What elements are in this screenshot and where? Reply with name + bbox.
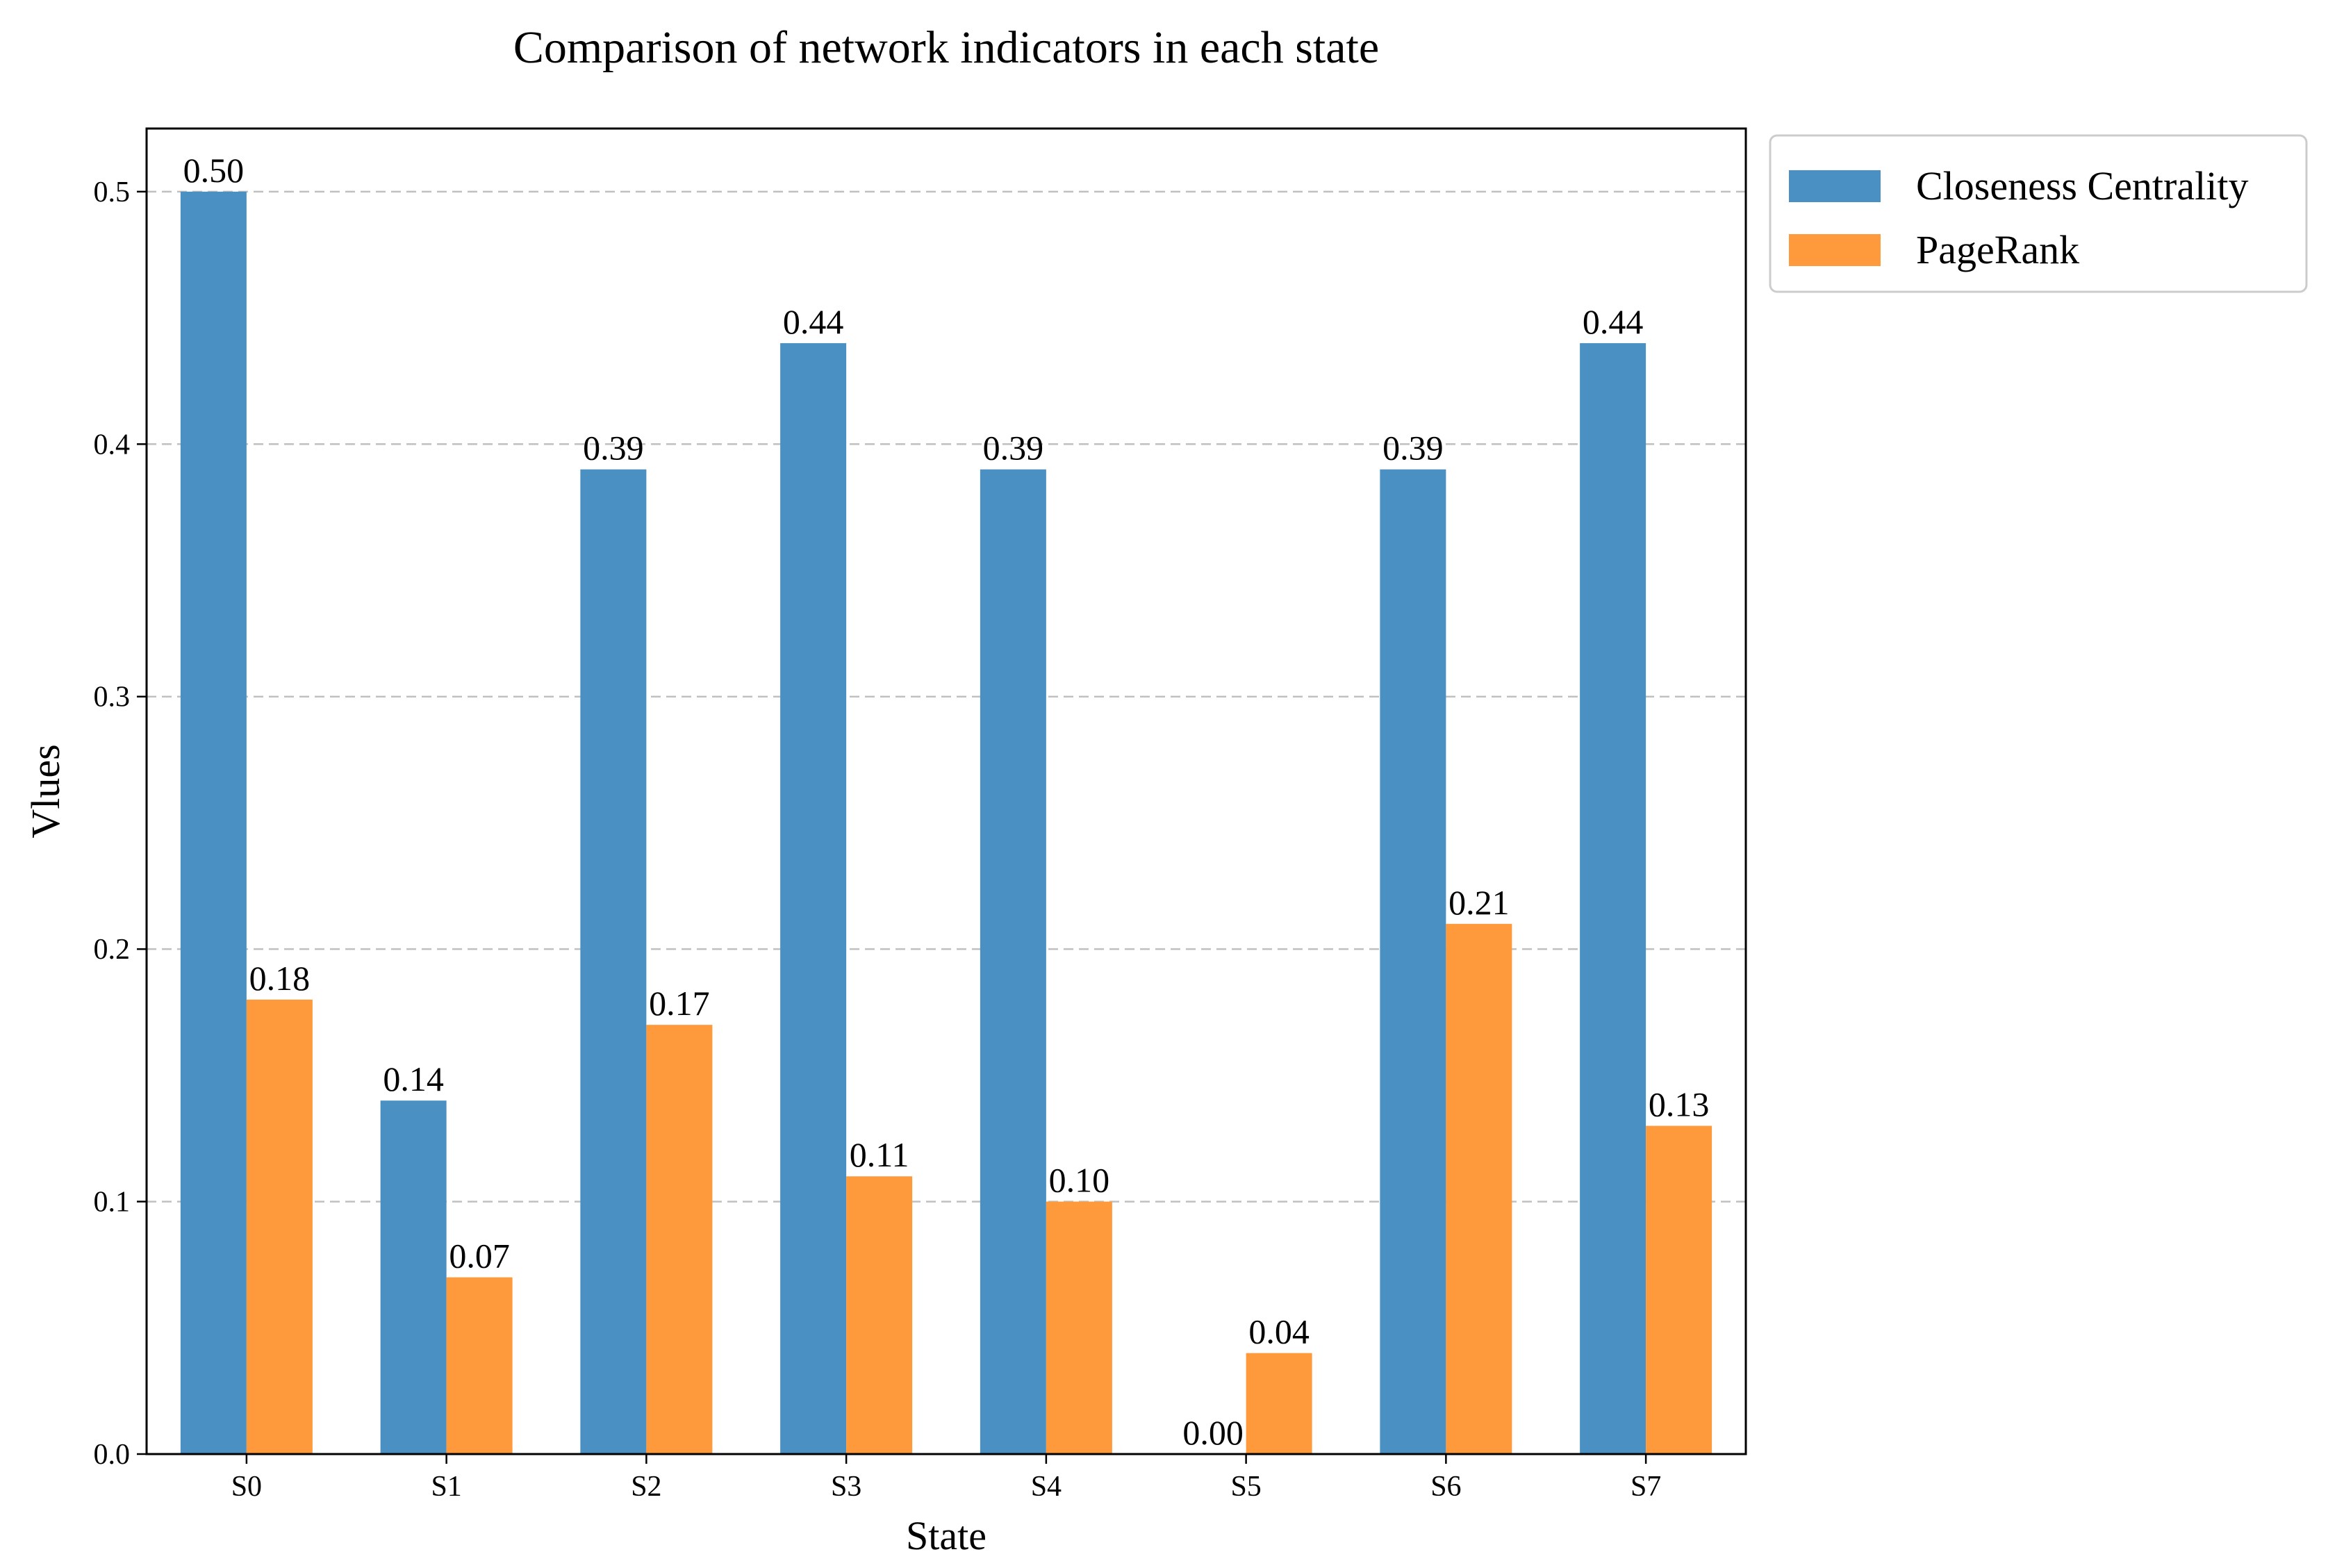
y-tick-0-3-label: 0.3 [94, 682, 131, 713]
y-tick-0-0-label: 0.0 [94, 1439, 131, 1471]
bar-pagerank-s3 [846, 1176, 913, 1454]
data-label-closeness-centrality-s1: 0.14 [383, 1059, 444, 1098]
legend-frame [1769, 134, 2308, 293]
x-tick-s5-label: S5 [1230, 1471, 1261, 1503]
bar-closeness-centrality-s3 [780, 343, 847, 1454]
x-tick-s0-label: S0 [231, 1471, 262, 1503]
data-label-pagerank-s1: 0.07 [449, 1237, 510, 1276]
bar-pagerank-s0 [246, 999, 313, 1454]
bar-pagerank-s7 [1646, 1125, 1712, 1454]
bar-pagerank-s4 [1046, 1201, 1112, 1454]
legend-swatch-closeness-centrality [1789, 170, 1881, 202]
y-axis-label: Vlues [23, 744, 68, 838]
x-tick-s7-label: S7 [1631, 1471, 1661, 1503]
x-tick-s4-label: S4 [1031, 1471, 1062, 1503]
bar-closeness-centrality-s0 [180, 191, 247, 1454]
data-label-pagerank-s6: 0.21 [1448, 883, 1510, 922]
data-label-pagerank-s4: 0.10 [1049, 1161, 1110, 1200]
x-axis-label: State [906, 1513, 986, 1558]
bar-closeness-centrality-s7 [1580, 343, 1646, 1454]
bar-closeness-centrality-s2 [580, 469, 647, 1454]
legend-label-closeness-centrality: Closeness Centrality [1916, 163, 2248, 208]
data-label-pagerank-s2: 0.17 [649, 984, 710, 1023]
legend: Closeness Centrality PageRank [1769, 134, 2308, 293]
data-label-closeness-centrality-s2: 0.39 [583, 429, 644, 468]
data-label-closeness-centrality-s3: 0.44 [783, 302, 844, 341]
bar-pagerank-s6 [1446, 923, 1512, 1454]
data-label-pagerank-s7: 0.13 [1649, 1085, 1710, 1124]
data-label-closeness-centrality-s6: 0.39 [1382, 429, 1444, 468]
data-label-closeness-centrality-s4: 0.39 [983, 429, 1044, 468]
bars [180, 191, 1712, 1454]
x-tick-s2-label: S2 [631, 1471, 661, 1503]
y-tick-0-2-label: 0.2 [94, 934, 131, 966]
data-label-closeness-centrality-s0: 0.50 [183, 151, 245, 190]
chart-title: Comparison of network indicators in each… [513, 22, 1379, 73]
data-labels: 0.50 0.18 0.14 0.07 0.39 0.17 0.44 0.11 0.39 0.10… [183, 151, 1710, 1452]
data-label-pagerank-s0: 0.18 [249, 959, 311, 998]
y-axis: 0.0 0.1 0.2 0.3 0.4 0.5 [94, 176, 147, 1471]
legend-swatch-pagerank [1789, 234, 1881, 266]
data-label-closeness-centrality-s7: 0.44 [1583, 302, 1644, 341]
y-tick-0-5-label: 0.5 [94, 176, 131, 208]
data-label-closeness-centrality-s5: 0.00 [1182, 1413, 1244, 1452]
x-tick-s1-label: S1 [431, 1471, 461, 1503]
bar-pagerank-s1 [446, 1277, 513, 1454]
y-tick-0-4-label: 0.4 [94, 429, 131, 461]
bar-closeness-centrality-s1 [380, 1100, 447, 1454]
legend-label-pagerank: PageRank [1916, 227, 2079, 272]
y-tick-0-1-label: 0.1 [94, 1187, 131, 1219]
bar-closeness-centrality-s4 [980, 469, 1046, 1454]
bar-closeness-centrality-s6 [1380, 469, 1446, 1454]
data-label-pagerank-s3: 0.11 [850, 1135, 909, 1174]
bar-pagerank-s2 [646, 1025, 713, 1454]
plot-frame [145, 127, 1747, 1455]
x-tick-s6-label: S6 [1430, 1471, 1461, 1503]
x-axis: S0 S1 S2 S3 S4 S5 S6 S7 [231, 1454, 1661, 1503]
data-label-pagerank-s5: 0.04 [1248, 1312, 1310, 1351]
bar-pagerank-s5 [1246, 1353, 1312, 1454]
x-tick-s3-label: S3 [831, 1471, 861, 1503]
